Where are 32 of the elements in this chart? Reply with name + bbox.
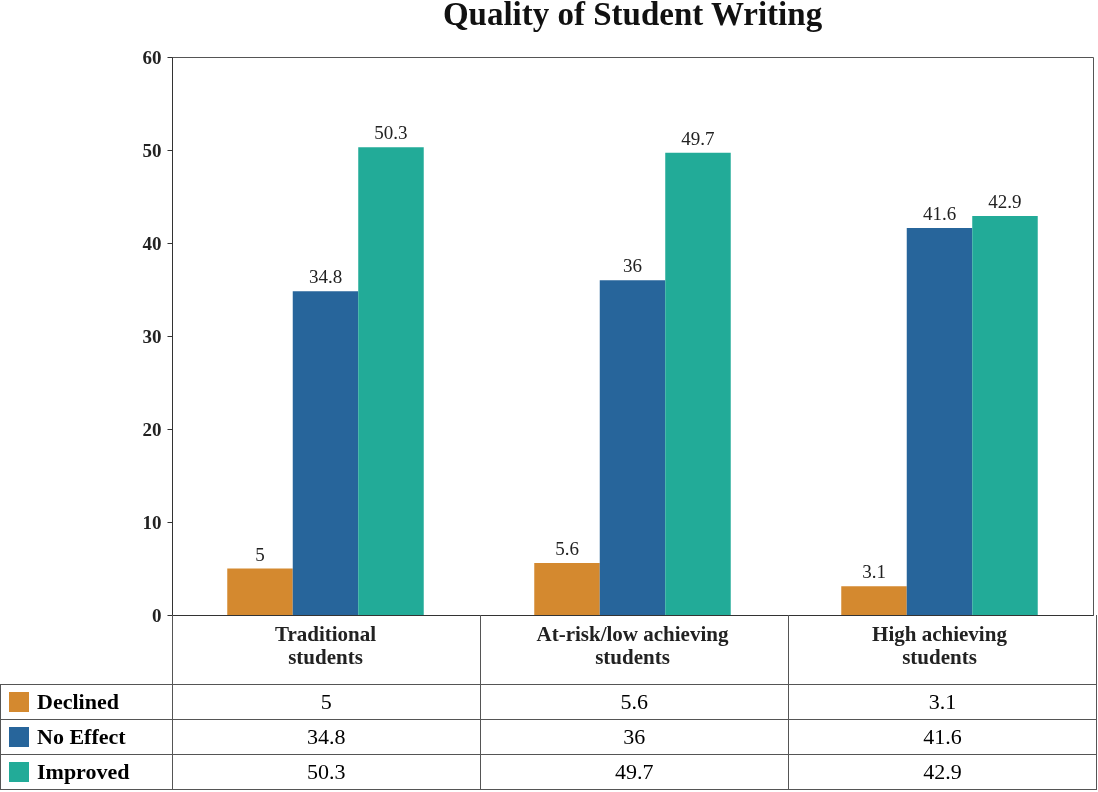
text: 42.9 [788,754,1097,789]
legend-label: No Effect [0,719,173,754]
y-tick-label: 60 [142,46,162,68]
data-label: 49.7 [681,127,715,149]
data-label: 5.6 [555,537,579,559]
x-tick-label: Traditional students [274,621,377,669]
data-label: 3.1 [862,561,886,583]
text: 3.1 [788,684,1097,719]
y-tick-label: 50 [142,139,162,161]
y-tick-label: 0 [152,604,162,626]
y-tick-label: 20 [142,418,162,440]
data-label: 50.3 [374,122,408,144]
y-tick-label: 10 [142,511,162,533]
x-tick-label: At-risk/low achieving students [536,621,729,669]
x-tick-label: High achieving students [872,621,1008,669]
data-label: 34.8 [308,266,343,288]
text: 5.6 [480,684,789,719]
legend-label: Improved [0,754,173,789]
data-label: 41.6 [922,203,957,225]
chart-title: Quality of Student Writing [442,0,823,32]
text: 41.6 [788,719,1097,754]
text: 50.3 [172,754,481,789]
y-tick-label: 30 [142,325,162,347]
y-tick-label: 40 [142,232,162,254]
text: 36 [480,719,789,754]
text: 34.8 [172,719,481,754]
text: 49.7 [480,754,789,789]
data-label: 5 [255,543,265,565]
data-label: 42.9 [988,191,1022,213]
data-label: 36 [623,255,642,277]
text: 5 [172,684,481,719]
legend-label: Declined [0,684,173,719]
